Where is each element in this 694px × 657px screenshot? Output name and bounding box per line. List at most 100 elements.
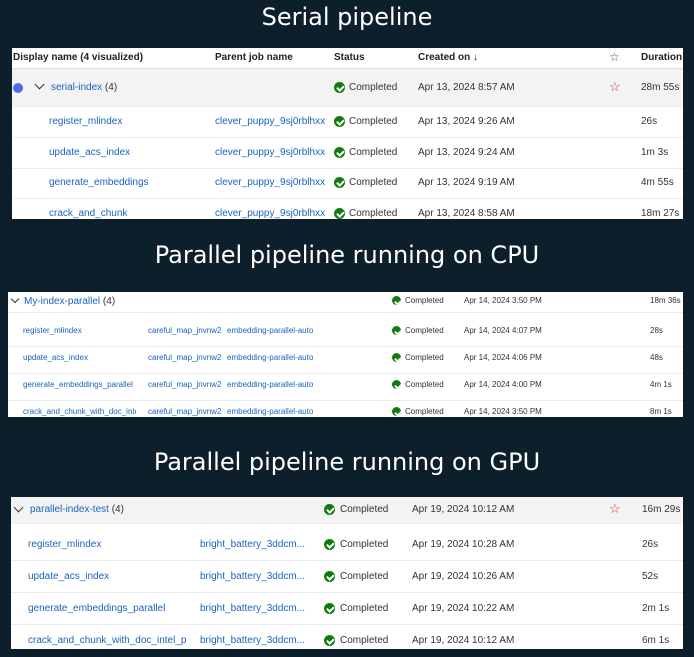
job-name-link[interactable]: register_mlindex	[28, 539, 102, 550]
group-name-link[interactable]: serial-index	[51, 82, 103, 93]
job-name-link[interactable]: register_mlindex	[23, 326, 82, 335]
check-circle-icon	[392, 407, 401, 417]
check-circle-icon	[392, 296, 401, 306]
created-on: Apr 19, 2024 10:12 AM	[412, 504, 515, 515]
parent-job-link[interactable]: bright_battery_3ddcm...	[200, 603, 306, 614]
duration: 1m 3s	[641, 147, 669, 158]
parent-job-link[interactable]: careful_map_jnvnw2	[148, 380, 222, 389]
table-row[interactable]: register_mlindex clever_puppy_9sj0rblhxx…	[12, 107, 683, 138]
created-on: Apr 13, 2024 8:58 AM	[418, 208, 515, 219]
check-circle-icon	[334, 208, 345, 219]
check-circle-icon	[334, 177, 345, 188]
parent-job-link[interactable]: careful_map_jnvnw2	[148, 353, 222, 362]
duration: 52s	[642, 571, 659, 582]
column-header-display-name[interactable]: Display name (4 visualized)	[13, 52, 144, 63]
table-row[interactable]: crack_and_chunk_with_doc_inte careful_ma…	[8, 400, 683, 417]
duration: 6m 1s	[642, 635, 670, 646]
status-text: Completed	[405, 296, 444, 305]
status-text: Completed	[405, 407, 444, 416]
created-on: Apr 14, 2024 4:06 PM	[464, 353, 542, 362]
table-row-group[interactable]: serial-index (4) Completed Apr 13, 2024 …	[12, 69, 683, 107]
check-circle-icon	[334, 82, 345, 93]
cpu-title: Parallel pipeline running on CPU	[154, 241, 540, 269]
table-row[interactable]: update_acs_index clever_puppy_9sj0rblhxx…	[12, 138, 683, 169]
created-on: Apr 19, 2024 10:12 AM	[412, 635, 515, 646]
check-circle-icon	[392, 353, 401, 363]
group-name-link[interactable]: parallel-index-test	[30, 504, 109, 515]
created-on: Apr 19, 2024 10:26 AM	[412, 571, 515, 582]
job-name-link[interactable]: update_acs_index	[49, 147, 131, 158]
parent-job-link[interactable]: bright_battery_3ddcm...	[200, 635, 306, 646]
status-text: Completed	[349, 82, 398, 93]
check-circle-icon	[392, 326, 401, 336]
job-name-link[interactable]: generate_embeddings_parallel	[28, 603, 166, 614]
created-on: Apr 14, 2024 4:07 PM	[464, 326, 542, 335]
job-name-link[interactable]: update_acs_index	[23, 353, 88, 362]
status-text: Completed	[349, 116, 398, 127]
pipeline-link[interactable]: embedding-parallel-auto	[227, 407, 314, 416]
table-row[interactable]: crack_and_chunk_with_doc_intel_pa bright…	[11, 625, 683, 649]
created-on: Apr 13, 2024 9:19 AM	[418, 177, 515, 188]
table-row-group[interactable]: My-index-parallel (4) Completed Apr 14, …	[8, 292, 683, 313]
parent-job-link[interactable]: careful_map_jnvnw2	[148, 407, 222, 416]
status-text: Completed	[340, 504, 389, 515]
table-row[interactable]: update_acs_index bright_battery_3ddcm...…	[11, 561, 683, 593]
parent-job-link[interactable]: clever_puppy_9sj0rblhxx	[215, 208, 326, 219]
parent-job-link[interactable]: bright_battery_3ddcm...	[200, 571, 306, 582]
status-text: Completed	[349, 147, 398, 158]
table-row[interactable]: update_acs_index careful_map_jnvnw2 embe…	[8, 346, 683, 374]
group-count: (4)	[111, 504, 124, 515]
table-row[interactable]: generate_embeddings_parallel careful_map…	[8, 373, 683, 401]
selection-dot-icon[interactable]	[13, 83, 23, 93]
duration: 4m 55s	[641, 177, 674, 188]
star-icon[interactable]: ☆	[609, 501, 621, 516]
table-row[interactable]: generate_embeddings clever_puppy_9sj0rbl…	[12, 168, 683, 199]
created-on: Apr 14, 2024 3:50 PM	[464, 407, 542, 416]
check-circle-icon	[324, 571, 335, 582]
job-name-link[interactable]: update_acs_index	[28, 571, 110, 582]
column-header-parent-job[interactable]: Parent job name	[215, 52, 293, 63]
job-name-link[interactable]: crack_and_chunk	[49, 208, 128, 219]
column-header-created-on[interactable]: Created on ↓	[418, 52, 479, 63]
pipeline-link[interactable]: embedding-parallel-auto	[227, 380, 314, 389]
duration: 16m 29s	[642, 504, 681, 515]
duration: 18m 27s	[641, 208, 680, 219]
check-circle-icon	[324, 603, 335, 614]
check-circle-icon	[334, 147, 345, 158]
job-name-link[interactable]: generate_embeddings	[49, 177, 149, 188]
job-name-link[interactable]: crack_and_chunk_with_doc_intel_pa	[28, 635, 186, 646]
chevron-down-icon[interactable]	[34, 79, 45, 90]
star-icon[interactable]: ☆	[609, 50, 620, 64]
parent-job-link[interactable]: bright_battery_3ddcm...	[200, 539, 306, 550]
status-text: Completed	[340, 571, 389, 582]
table-row[interactable]: crack_and_chunk clever_puppy_9sj0rblhxx …	[12, 199, 683, 219]
pipeline-link[interactable]: embedding-parallel-auto	[227, 326, 314, 335]
status-text: Completed	[405, 326, 444, 335]
table-row[interactable]: register_mlindex careful_map_jnvnw2 embe…	[8, 319, 683, 347]
duration: 8m 1s	[650, 407, 672, 416]
table-row[interactable]: register_mlindex bright_battery_3ddcm...…	[11, 529, 683, 561]
duration: 28m 55s	[641, 82, 680, 93]
job-name-link[interactable]: register_mlindex	[49, 116, 123, 127]
group-name-link[interactable]: My-index-parallel	[24, 296, 101, 307]
duration: 28s	[650, 326, 663, 335]
chevron-down-icon[interactable]	[10, 294, 20, 304]
parent-job-link[interactable]: clever_puppy_9sj0rblhxx	[215, 177, 326, 188]
chevron-down-icon[interactable]	[13, 502, 24, 513]
table-row[interactable]: generate_embeddings_parallel bright_batt…	[11, 593, 683, 625]
serial-title: Serial pipeline	[261, 3, 433, 31]
table-header: Display name (4 visualized) Parent job n…	[12, 48, 683, 69]
job-name-link[interactable]: generate_embeddings_parallel	[23, 380, 133, 389]
column-header-duration[interactable]: Duration	[641, 52, 683, 63]
status-text: Completed	[340, 635, 389, 646]
check-circle-icon	[324, 539, 335, 550]
parent-job-link[interactable]: careful_map_jnvnw2	[148, 326, 222, 335]
table-row-group[interactable]: parallel-index-test (4) Completed Apr 19…	[11, 497, 683, 524]
parent-job-link[interactable]: clever_puppy_9sj0rblhxx	[215, 116, 326, 127]
parent-job-link[interactable]: clever_puppy_9sj0rblhxx	[215, 147, 326, 158]
gpu-jobs-table: parallel-index-test (4) Completed Apr 19…	[11, 497, 683, 649]
pipeline-link[interactable]: embedding-parallel-auto	[227, 353, 314, 362]
job-name-link[interactable]: crack_and_chunk_with_doc_inte	[23, 407, 136, 416]
column-header-status[interactable]: Status	[334, 52, 365, 63]
star-icon[interactable]: ☆	[609, 79, 621, 94]
